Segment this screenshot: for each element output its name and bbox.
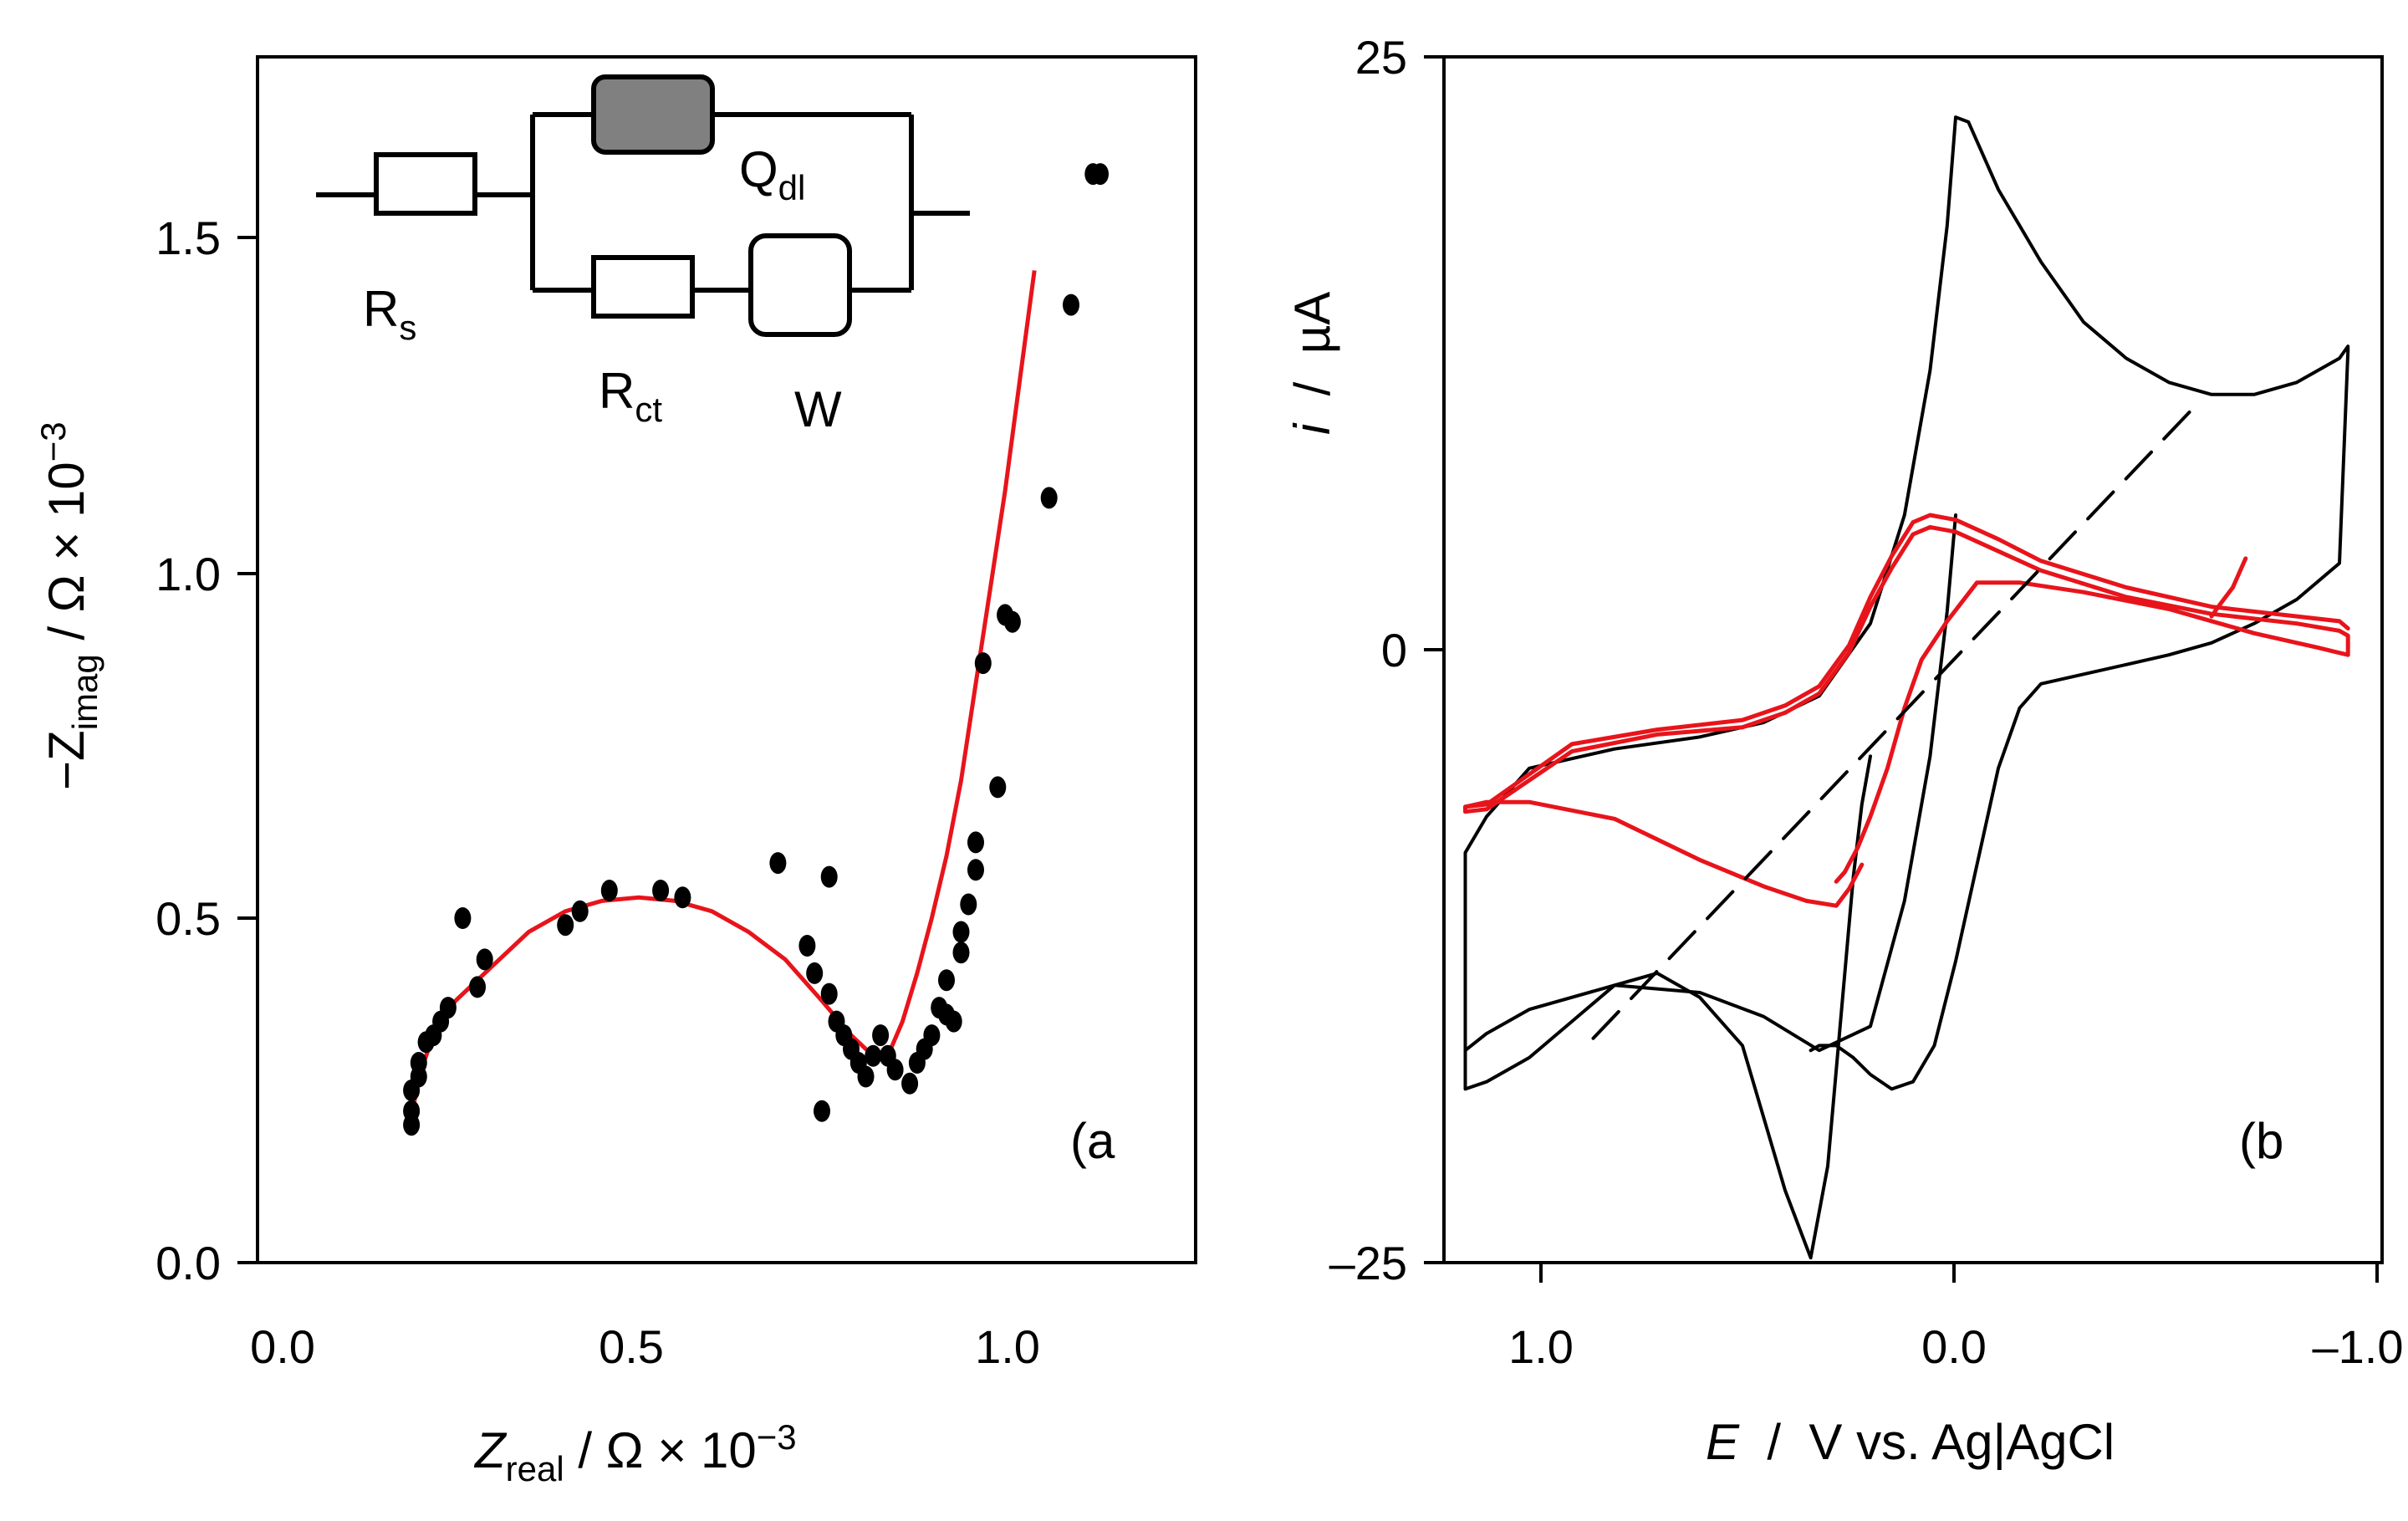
panel-a-y-axis-title: −Zimag / Ω × 10−3 — [33, 421, 105, 790]
data-point — [674, 886, 691, 909]
panel-a-fit-curve-group — [409, 270, 1037, 1119]
y-tick-label: 0.5 — [156, 892, 221, 945]
x-tick-label: 0.0 — [250, 1320, 315, 1373]
panel-b-frame — [1442, 55, 2384, 1264]
panel-a-label: (a — [1070, 1113, 1115, 1169]
data-point — [814, 1100, 830, 1122]
data-point — [967, 859, 984, 881]
y-tick-label: –25 — [1329, 1237, 1407, 1289]
data-point — [1003, 610, 1021, 633]
data-point — [865, 1044, 882, 1067]
data-point — [820, 865, 838, 888]
data-point — [476, 948, 493, 971]
x-tick-label: 1.0 — [1508, 1320, 1574, 1373]
y-tick-label: 1.0 — [156, 548, 221, 600]
data-point — [454, 907, 472, 929]
fit-curve — [409, 270, 1037, 1119]
cv-series-4 — [2209, 556, 2248, 619]
panel-b-x-ticks: 1.0 0.0 –1.0 — [1508, 1263, 2404, 1373]
equivalent-circuit — [316, 74, 970, 337]
data-point — [769, 852, 787, 875]
panel-b-series-group — [1463, 115, 2350, 1260]
panel-a-y-ticks: 0.0 0.5 1.0 1.5 — [156, 212, 258, 1289]
data-point — [960, 893, 977, 916]
data-point — [967, 831, 984, 854]
data-point — [1040, 487, 1058, 509]
x-tick-label: –1.0 — [2313, 1320, 2404, 1373]
panel-a: 0.0 0.5 1.0 1.5 0.0 0.5 1.0 Zreal / Ω × … — [33, 55, 1197, 1488]
panel-b-label: (b — [2239, 1113, 2283, 1169]
qdl-label: Qdl — [739, 141, 805, 207]
cv-series-3 — [1463, 513, 2350, 809]
data-point — [798, 935, 816, 957]
data-point — [974, 652, 992, 675]
y-tick-label: 1.5 — [156, 212, 221, 264]
rct-label: Rct — [599, 363, 662, 429]
y-tick-label: 0 — [1381, 624, 1407, 676]
panel-b-y-axis-title: i / µA — [1284, 292, 1340, 435]
panel-a-frame — [256, 55, 1197, 1264]
panel-b-x-axis-title: E / V vs. Ag|AgCl — [1706, 1414, 2115, 1470]
cv-series-0 — [1463, 115, 2350, 1260]
data-point — [952, 942, 970, 964]
x-tick-label: 1.0 — [975, 1320, 1040, 1373]
data-point — [403, 1100, 421, 1122]
warburg-element — [748, 233, 852, 337]
y-tick-label: 0.0 — [156, 1237, 221, 1289]
cv-series-1 — [1463, 513, 1957, 1053]
data-point — [469, 976, 486, 998]
data-point — [410, 1052, 427, 1074]
x-tick-label: 0.0 — [1921, 1320, 1987, 1373]
panel-a-points-group — [403, 163, 1109, 1136]
data-point — [1092, 163, 1109, 186]
data-point — [872, 1024, 890, 1047]
data-point — [1063, 293, 1079, 316]
data-point — [952, 921, 970, 943]
panel-a-x-ticks: 0.0 0.5 1.0 — [250, 1320, 1040, 1373]
qdl-element — [591, 74, 715, 155]
rs-resistor — [374, 152, 477, 216]
data-point — [571, 900, 589, 922]
baseline-dashed-line — [1591, 409, 2192, 1040]
data-point — [901, 1072, 919, 1095]
data-point — [923, 1024, 941, 1047]
w-label: W — [794, 381, 842, 437]
data-point — [857, 1065, 875, 1088]
rct-resistor — [591, 255, 695, 319]
data-point — [600, 880, 618, 901]
panel-b-y-ticks: 25 0 –25 — [1329, 31, 1444, 1289]
data-point — [945, 1010, 962, 1033]
data-point — [557, 914, 574, 937]
data-point — [989, 776, 1007, 799]
data-point — [886, 1059, 904, 1081]
data-point — [439, 997, 457, 1019]
x-tick-label: 0.5 — [599, 1320, 664, 1373]
data-point — [652, 880, 670, 901]
cv-series-2 — [1463, 524, 2350, 908]
panel-b: 25 0 –25 1.0 0.0 –1.0 E / V vs. Ag|AgCl … — [1284, 31, 2404, 1470]
y-tick-label: 25 — [1355, 31, 1407, 84]
panel-a-x-axis-title: Zreal / Ω × 10−3 — [473, 1417, 797, 1488]
rs-label: Rs — [363, 281, 416, 347]
data-point — [806, 962, 824, 984]
data-point — [820, 983, 838, 1005]
data-point — [938, 969, 955, 992]
